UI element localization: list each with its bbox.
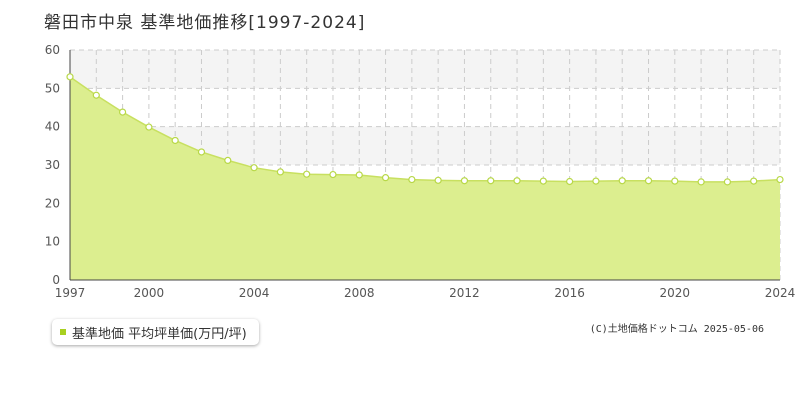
- data-point: [592, 177, 600, 185]
- chart-title: 磐田市中泉 基準地価推移[1997-2024]: [44, 13, 366, 33]
- y-tick-label: 60: [45, 43, 60, 57]
- data-point: [644, 177, 653, 185]
- x-tick-label: 2024: [765, 286, 796, 300]
- data-point: [539, 177, 547, 185]
- y-tick-label: 20: [45, 196, 60, 210]
- data-point: [671, 177, 679, 185]
- credit-text: (C)土地価格ドットコム 2025-05-06: [589, 324, 764, 335]
- data-point: [487, 177, 495, 185]
- data-point: [697, 178, 705, 186]
- series-line: [69, 76, 781, 183]
- data-point: [513, 177, 521, 185]
- data-point: [381, 174, 390, 182]
- data-point: [197, 148, 206, 156]
- data-point: [303, 170, 311, 178]
- data-point: [66, 73, 74, 81]
- data-point: [224, 156, 232, 164]
- data-point: [355, 171, 363, 179]
- legend-label: 基準地価 平均坪単価(万円/坪): [72, 326, 247, 342]
- data-point: [434, 176, 442, 184]
- y-tick-label: 10: [45, 235, 60, 249]
- data-point: [118, 108, 127, 116]
- data-point: [618, 177, 626, 185]
- data-point: [92, 91, 100, 99]
- data-point: [329, 170, 337, 179]
- data-point: [276, 168, 284, 176]
- legend: 基準地価 平均坪単価(万円/坪): [52, 319, 259, 345]
- area-fill: [70, 76, 780, 280]
- y-tick-label: 0: [52, 273, 60, 287]
- x-tick-label: 2016: [554, 286, 585, 300]
- data-point: [776, 175, 784, 184]
- grid-band: [70, 50, 780, 89]
- data-point: [250, 164, 258, 172]
- data-point: [408, 175, 416, 184]
- data-point: [145, 123, 153, 131]
- y-tick-label: 40: [45, 120, 60, 134]
- legend-marker: [60, 329, 66, 335]
- data-point: [750, 177, 758, 185]
- y-tick-label: 50: [45, 81, 60, 95]
- x-tick-label: 2008: [344, 286, 375, 300]
- x-tick-label: 2004: [239, 286, 270, 300]
- data-point: [171, 136, 179, 145]
- data-point: [723, 178, 732, 186]
- x-tick-label: 2000: [134, 286, 165, 300]
- x-tick-label: 2020: [660, 286, 691, 300]
- x-tick-label: 1997: [55, 286, 86, 300]
- y-tick-label: 30: [45, 158, 60, 172]
- data-point: [566, 177, 574, 186]
- x-tick-label: 2012: [449, 286, 480, 300]
- data-point: [460, 177, 469, 185]
